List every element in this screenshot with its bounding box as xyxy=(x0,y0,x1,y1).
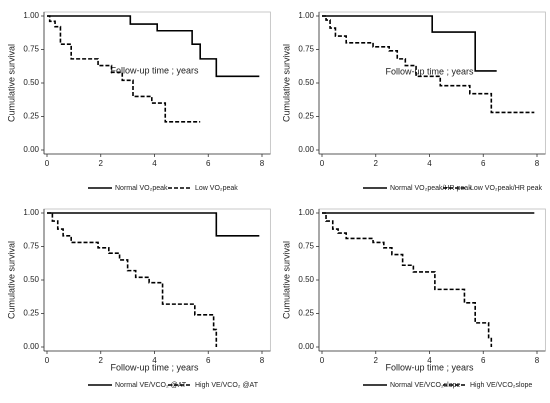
legend-label: Low VO₂peak/HR peak xyxy=(470,185,542,192)
y-tick-label: 0.50 xyxy=(23,275,39,284)
y-axis-label: Cumulative survival xyxy=(281,241,291,319)
x-tick-label: 2 xyxy=(374,356,379,365)
y-axis-label: Cumulative survival xyxy=(281,44,291,122)
plot-frame xyxy=(43,208,271,352)
survival-curve xyxy=(322,15,497,72)
x-axis-label: Follow-up time ; years xyxy=(110,362,199,372)
survival-curve xyxy=(47,212,218,347)
y-tick-label: 0.75 xyxy=(23,45,39,54)
x-tick-label: 0 xyxy=(320,159,325,168)
x-tick-label: 6 xyxy=(481,159,486,168)
y-tick-label: 0.00 xyxy=(23,145,39,154)
y-tick-label: 1.00 xyxy=(23,11,39,20)
y-tick-label: 0.75 xyxy=(298,242,314,251)
x-tick-label: 0 xyxy=(45,159,50,168)
x-axis-label: Follow-up time ; years xyxy=(385,66,474,76)
y-tick-label: 0.25 xyxy=(298,309,314,318)
x-tick-label: 4 xyxy=(427,159,432,168)
plot-frame xyxy=(318,11,546,155)
plot-frame xyxy=(318,208,546,352)
x-tick-label: 6 xyxy=(206,159,211,168)
x-tick-label: 4 xyxy=(152,159,157,168)
y-tick-label: 0.25 xyxy=(23,112,39,121)
y-tick-label: 0.00 xyxy=(298,342,314,351)
y-axis-label: Cumulative survival xyxy=(6,44,16,122)
y-tick-label: 0.75 xyxy=(298,45,314,54)
y-tick-label: 0.25 xyxy=(298,112,314,121)
legend-label: High VE/VCO₂slope xyxy=(470,382,532,389)
y-tick-label: 0.50 xyxy=(23,78,39,87)
legend-label: High VE/VCO₂ @AT xyxy=(195,382,259,389)
x-tick-label: 2 xyxy=(99,159,104,168)
survival-curve xyxy=(47,212,260,237)
x-tick-label: 6 xyxy=(206,356,211,365)
y-tick-label: 1.00 xyxy=(23,208,39,217)
x-tick-label: 4 xyxy=(152,356,157,365)
x-tick-label: 8 xyxy=(260,356,265,365)
x-tick-label: 8 xyxy=(260,159,265,168)
x-axis-label: Follow-up time ; years xyxy=(385,362,474,372)
legend-label: Low VO₂peak xyxy=(195,185,238,192)
x-tick-label: 8 xyxy=(535,356,540,365)
y-tick-label: 1.00 xyxy=(298,11,314,20)
x-tick-label: 0 xyxy=(320,356,325,365)
survival-curve xyxy=(47,15,260,78)
y-tick-label: 1.00 xyxy=(298,208,314,217)
plot-frame xyxy=(43,11,271,155)
survival-curve xyxy=(322,212,493,347)
x-tick-label: 6 xyxy=(481,356,486,365)
y-tick-label: 0.75 xyxy=(23,242,39,251)
x-tick-label: 8 xyxy=(535,159,540,168)
legend-label: Normal VO₂peak xyxy=(115,185,168,192)
x-tick-label: 4 xyxy=(427,356,432,365)
y-tick-label: 0.50 xyxy=(298,78,314,87)
y-tick-label: 0.50 xyxy=(298,275,314,284)
x-tick-label: 2 xyxy=(99,356,104,365)
y-tick-label: 0.25 xyxy=(23,309,39,318)
y-tick-label: 0.00 xyxy=(298,145,314,154)
legend-label: Normal VE/VCO₂ @AT xyxy=(115,382,187,389)
legend-label: Normal VE/VCO₂slope xyxy=(390,382,461,389)
x-tick-label: 2 xyxy=(374,159,379,168)
y-tick-label: 0.00 xyxy=(23,342,39,351)
survival-curve xyxy=(322,15,535,114)
x-axis-label: Follow-up time ; years xyxy=(110,65,199,75)
legend-label: Normal VO₂peak/HR peak xyxy=(390,185,472,192)
y-axis-label: Cumulative survival xyxy=(6,241,16,319)
survival-curve xyxy=(47,15,201,123)
x-tick-label: 0 xyxy=(45,356,50,365)
